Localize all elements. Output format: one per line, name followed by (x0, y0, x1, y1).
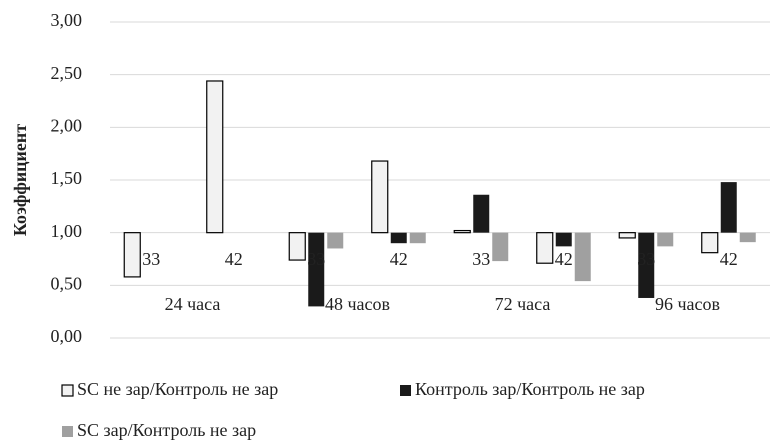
y-tick-label: 0,50 (51, 273, 83, 293)
bar (288, 232, 306, 261)
bar (390, 232, 407, 244)
bar (720, 182, 737, 233)
group-label: 24 часа (165, 294, 221, 314)
bar (492, 232, 509, 262)
bar (638, 232, 655, 298)
bar (555, 232, 572, 247)
bar (473, 194, 490, 233)
bar (409, 232, 426, 244)
legend-swatch (61, 384, 74, 397)
bar (536, 232, 554, 264)
legend-label: SC зар/Контроль не зар (77, 420, 256, 440)
bar (453, 229, 471, 234)
y-tick-label: 0,00 (51, 326, 83, 346)
group-label: 48 часов (325, 294, 390, 314)
x-tick-label: 42 (555, 249, 573, 269)
x-tick-label: 33 (472, 249, 490, 269)
bar (371, 160, 389, 234)
y-tick-label: 2,00 (51, 115, 83, 135)
y-tick-label: 2,50 (51, 63, 83, 83)
legend-label: SC не зар/Контроль не зар (77, 379, 278, 399)
bar (618, 232, 636, 239)
x-tick-label: 33 (637, 249, 655, 269)
y-tick-label: 3,00 (51, 10, 83, 30)
legend-swatch (400, 385, 411, 396)
y-tick-label: 1,00 (51, 221, 83, 241)
group-label: 72 часа (495, 294, 551, 314)
legend-label: Контроль зар/Контроль не зар (415, 379, 645, 399)
group-label: 96 часов (655, 294, 720, 314)
x-tick-label: 42 (390, 249, 408, 269)
bar (739, 232, 756, 243)
x-tick-label: 33 (142, 249, 160, 269)
bar (327, 232, 344, 249)
bar (123, 232, 141, 278)
x-tick-label: 42 (720, 249, 738, 269)
x-tick-label: 33 (307, 249, 325, 269)
legend-swatch (62, 426, 73, 437)
bar (206, 80, 224, 234)
bar (701, 232, 719, 254)
x-tick-label: 42 (225, 249, 243, 269)
bar (657, 232, 674, 247)
bar (574, 232, 591, 282)
bar (308, 232, 325, 307)
y-tick-label: 1,50 (51, 168, 83, 188)
y-axis-title: Коэффициент (10, 124, 30, 236)
